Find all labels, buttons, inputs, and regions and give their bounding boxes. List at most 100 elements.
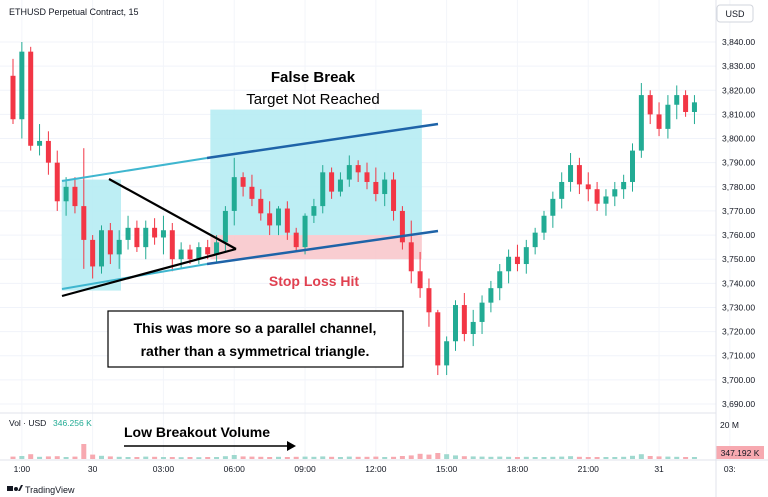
candle-body: [364, 172, 370, 182]
time-tick-label: 09:00: [294, 464, 316, 474]
volume-bar: [691, 457, 697, 459]
volume-bars: [10, 444, 697, 459]
volume-bar: [258, 456, 264, 459]
candle-body: [72, 186, 78, 207]
volume-bar: [187, 457, 193, 459]
candle-body: [125, 227, 131, 240]
volume-bar: [302, 456, 308, 459]
volume-bar: [399, 456, 405, 459]
candle-body: [143, 227, 149, 248]
candle-body: [196, 247, 202, 260]
time-tick-label: 12:00: [365, 464, 387, 474]
candle-body: [267, 213, 273, 226]
time-tick-label: 18:00: [507, 464, 529, 474]
candle-body: [497, 271, 503, 289]
candle-body: [302, 215, 308, 248]
volume-bar: [391, 456, 397, 459]
price-tick-label: 3,770.00: [722, 206, 755, 216]
volume-bar: [683, 457, 689, 459]
price-tick-label: 3,750.00: [722, 254, 755, 264]
volume-bar: [674, 456, 680, 459]
candle-body: [550, 198, 556, 216]
candle-body: [621, 181, 627, 190]
volume-bar: [134, 457, 140, 459]
channel-upper-left: [61, 157, 208, 182]
volume-bar: [382, 457, 388, 459]
volume-value: 346.256 K: [53, 418, 92, 428]
candle-body: [514, 256, 520, 265]
candle-body: [178, 249, 184, 260]
volume-bar: [630, 455, 635, 459]
candle-body: [665, 104, 671, 129]
candle-body: [99, 230, 104, 267]
volume-bar: [267, 457, 273, 459]
candle-body: [391, 179, 397, 211]
candle-body: [373, 181, 379, 195]
channel-upper-right: [206, 122, 439, 160]
price-tick-label: 3,820.00: [722, 85, 755, 95]
volume-bar: [125, 457, 131, 459]
volume-bar: [506, 456, 512, 459]
candle-body: [160, 230, 166, 238]
candle-body: [355, 165, 361, 173]
candle-body: [541, 215, 547, 233]
price-tick-label: 3,730.00: [722, 302, 755, 312]
volume-bar: [373, 456, 379, 459]
low-volume-label: Low Breakout Volume: [124, 424, 270, 440]
volume-bar: [293, 456, 299, 459]
candle-body: [656, 114, 662, 129]
triangle-lower-line: [61, 247, 237, 298]
triangle-upper-line: [108, 178, 237, 250]
candle-body: [19, 51, 25, 120]
volume-bar: [284, 457, 290, 459]
candle-body: [532, 232, 538, 248]
volume-bar: [559, 456, 565, 459]
price-tick-label: 3,810.00: [722, 109, 755, 119]
volume-bar: [497, 456, 503, 459]
volume-bar: [523, 456, 529, 459]
volume-bar: [665, 456, 671, 459]
volume-bar: [143, 456, 149, 459]
volume-bar: [90, 454, 96, 459]
volume-bar: [638, 454, 644, 459]
volume-bar: [461, 456, 467, 459]
price-axis: 3,690.00 3,700.00 3,710.00 3,720.00 3,730.00…: [722, 37, 755, 409]
volume-bar: [240, 456, 246, 459]
candle-body: [10, 75, 16, 120]
volume-bar: [107, 456, 113, 459]
volume-bar: [364, 456, 370, 459]
candle-body: [37, 140, 43, 146]
candle-body: [54, 162, 60, 202]
low-volume-arrow-head: [287, 441, 296, 451]
candle-body: [240, 177, 246, 187]
volume-bar: [63, 457, 69, 459]
candle-body: [630, 150, 635, 182]
candle-body: [691, 102, 697, 112]
candle-body: [488, 288, 494, 303]
brand-name: TradingView: [25, 485, 75, 495]
time-tick-label: 06:00: [224, 464, 246, 474]
volume-bar: [337, 457, 343, 459]
volume-bar: [355, 456, 361, 459]
volume-bar: [585, 457, 591, 459]
price-tick-label: 3,760.00: [722, 230, 755, 240]
candle-body: [506, 256, 512, 272]
volume-bar: [329, 456, 335, 459]
candle-body: [435, 312, 441, 366]
candle-body: [523, 247, 529, 265]
price-tick-label: 3,790.00: [722, 158, 755, 168]
volume-bar: [37, 456, 43, 459]
candle-body: [205, 247, 211, 255]
candle-body: [585, 184, 591, 190]
candle-body: [603, 196, 609, 204]
volume-bar: [311, 456, 317, 459]
volume-bar: [45, 456, 51, 459]
currency-button[interactable]: [716, 4, 754, 23]
volume-current-badge: [716, 446, 764, 459]
time-tick-label: 1:00: [14, 464, 31, 474]
note-line-1: This was more so a parallel channel,: [134, 320, 377, 336]
candle-body: [559, 181, 565, 199]
volume-bar: [222, 456, 228, 459]
candle-body: [276, 208, 281, 226]
candle-body: [444, 341, 450, 366]
